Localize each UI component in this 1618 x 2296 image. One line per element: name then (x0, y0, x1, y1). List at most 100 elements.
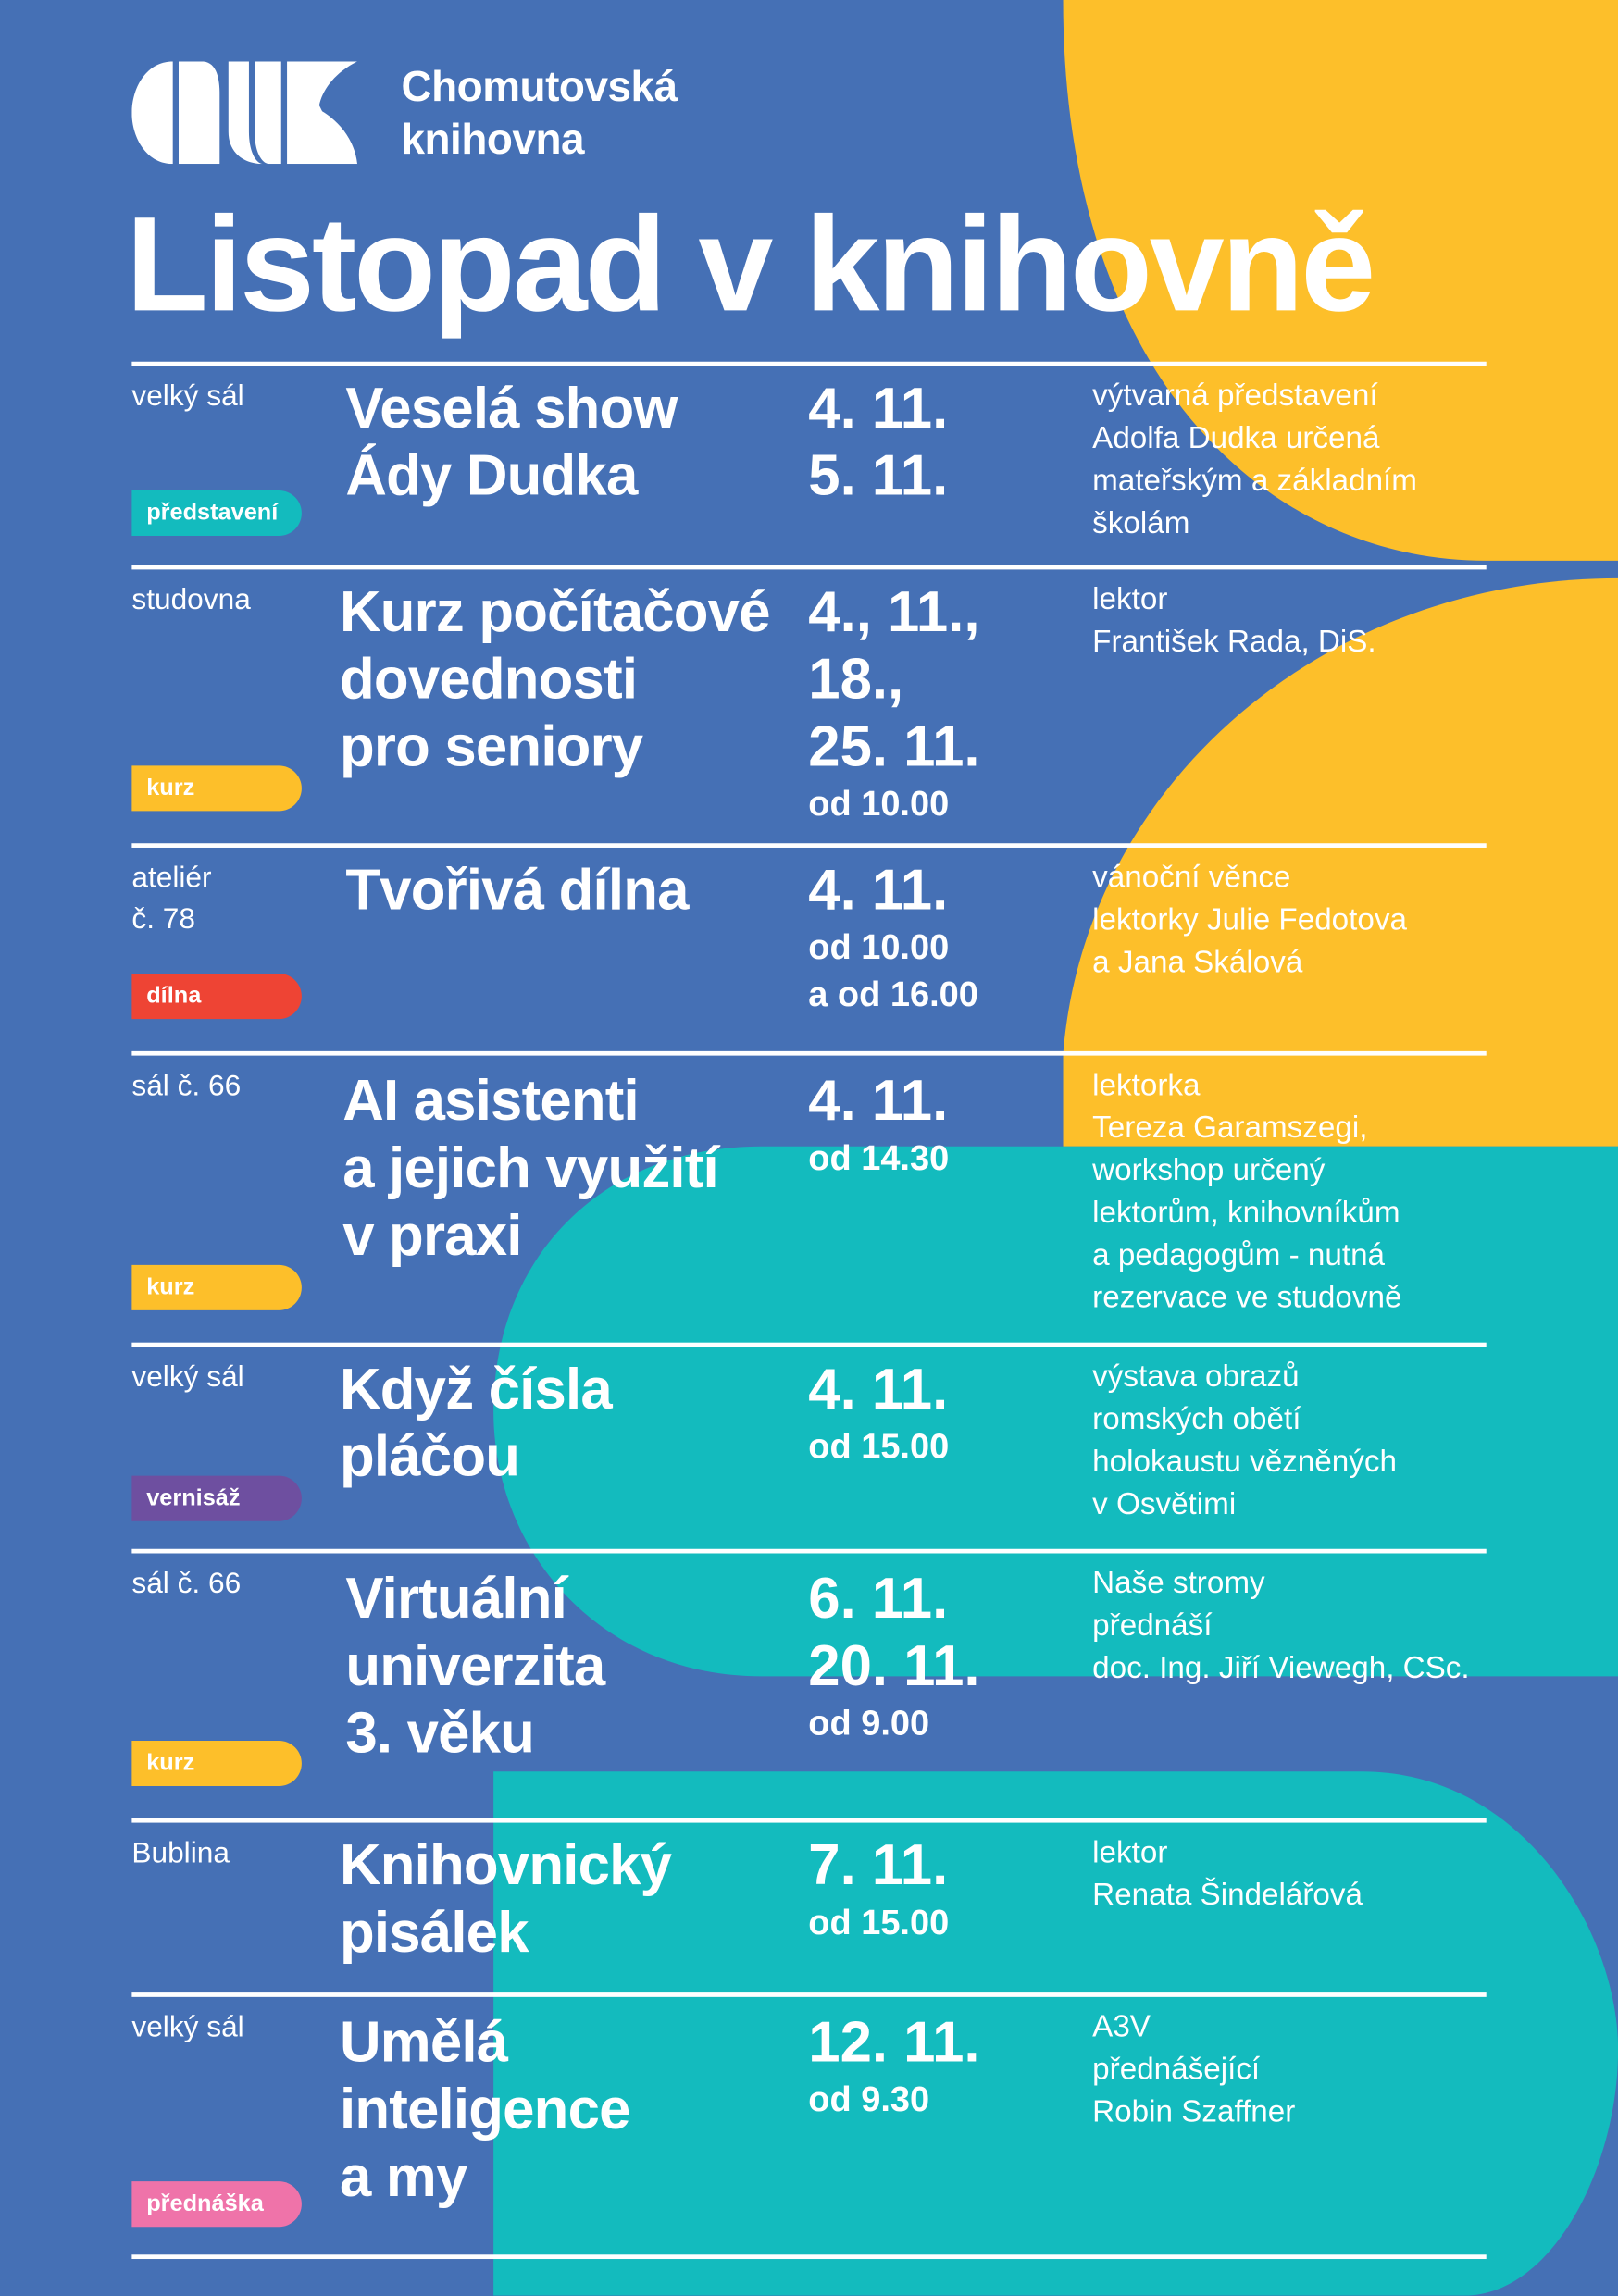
time-line: od 9.00 (808, 1704, 930, 1744)
location-line: sál č. 66 (131, 1568, 242, 1601)
location-line: sál č. 66 (131, 1070, 242, 1103)
description-line: lektorům, knihovníkům (1092, 1196, 1400, 1230)
title-line: Kurz počítačové (340, 581, 771, 645)
event-title: AI asistenti a jejich využití v praxi (342, 1069, 718, 1271)
event-date: 6. 11. 20. 11. od 9.00 (808, 1567, 979, 1748)
time-line: od 15.00 (808, 1427, 950, 1468)
event-title: Veselá show Ády Dudka (345, 377, 678, 512)
event-location: velký sál (131, 1358, 243, 1398)
page-title: Listopad v knihovně (126, 190, 1375, 341)
location-line: č. 78 (131, 903, 195, 936)
event-description: lektor František Rada, DiS. (1092, 578, 1376, 664)
title-line: Když čísla (340, 1359, 613, 1422)
description-line: František Rada, DiS. (1092, 625, 1376, 659)
divider (131, 565, 1487, 570)
event-type-badge: dílna (131, 974, 302, 1020)
divider (131, 1050, 1487, 1056)
title-line: Veselá show (345, 378, 678, 441)
time-line: od 9.30 (808, 2080, 930, 2120)
date-line: 20. 11. (808, 1635, 980, 1699)
event-type-badge: vernisáž (131, 1475, 302, 1521)
event-description: lektor Renata Šindelářová (1092, 1831, 1363, 1917)
event-location: velký sál (131, 2007, 243, 2048)
time-line: od 10.00 (808, 927, 950, 968)
date-line: 4. 11. (808, 859, 949, 923)
description-line: doc. Ing. Jiří Viewegh, CSc. (1092, 1651, 1470, 1685)
event-date: 12. 11. od 9.30 (808, 2010, 979, 2124)
date-line: 5. 11. (808, 444, 949, 508)
event-location: Bublina (131, 1833, 230, 1874)
event-description: vánoční věnce lektorky Julie Fedotova a Ja… (1092, 856, 1407, 984)
location-line: Bublina (131, 1837, 230, 1870)
library-logo (131, 61, 358, 165)
date-line: 7. 11. (808, 1834, 949, 1898)
description-line: v Osvětimi (1092, 1487, 1237, 1521)
title-line: a jejich využití (342, 1137, 718, 1201)
description-line: holokaustu vězněných (1092, 1445, 1397, 1479)
description-line: Adolfa Dudka určená (1092, 421, 1380, 456)
divider (131, 1342, 1487, 1347)
date-line: 4., 11., (808, 581, 980, 645)
description-line: mateřským a základním (1092, 464, 1417, 498)
event-title: Kurz počítačové dovednosti pro seniory (340, 579, 771, 781)
description-line: výtvarná představení (1092, 379, 1378, 414)
event-description: výstava obrazů romských obětí holokaustu v… (1092, 1356, 1397, 1526)
description-line: Naše stromy (1092, 1566, 1265, 1601)
event-location: studovna (131, 579, 250, 620)
teal-shape (493, 1146, 1618, 2296)
event-date: 4. 11. od 14.30 (808, 1069, 949, 1183)
event-title: Když čísla pláčou (340, 1358, 613, 1493)
divider (131, 361, 1487, 366)
event-description: A3V přednášející Robin Szaffner (1092, 2005, 1295, 2133)
event-title: Virtuální univerzita 3. věku (345, 1567, 605, 1769)
title-line: inteligence (340, 2079, 630, 2142)
event-type-badge: přednáška (131, 2181, 302, 2228)
time-line: od 15.00 (808, 1903, 950, 1943)
date-line: 18., (808, 648, 904, 712)
event-date: 4. 11. od 15.00 (808, 1358, 949, 1471)
divider (131, 1548, 1487, 1554)
title-line: dovednosti (340, 648, 638, 712)
description-line: lektor (1092, 1835, 1168, 1870)
event-location: velký sál (131, 377, 243, 417)
title-line: AI asistenti (342, 1070, 639, 1134)
date-line: 4. 11. (808, 378, 949, 441)
description-line: rezervace ve studovně (1092, 1281, 1402, 1315)
description-line: školám (1092, 506, 1190, 540)
title-line: Umělá (340, 2011, 508, 2075)
description-line: vánoční věnce (1092, 861, 1291, 895)
title-line: Knihovnický (340, 1834, 672, 1898)
description-line: výstava obrazů (1092, 1359, 1300, 1395)
time-line: od 14.30 (808, 1138, 950, 1179)
event-date: 4., 11., 18., 25. 11. od 10.00 (808, 579, 979, 828)
location-line: velký sál (131, 380, 244, 414)
description-line: Renata Šindelářová (1092, 1878, 1363, 1913)
description-line: romských obětí (1092, 1402, 1301, 1436)
event-location: sál č. 66 (131, 1564, 241, 1605)
divider (131, 2254, 1487, 2260)
date-line: 4. 11. (808, 1359, 949, 1422)
title-line: a my (340, 2146, 467, 2210)
date-line: 25. 11. (808, 715, 980, 779)
library-name-line: knihovna (401, 117, 585, 165)
event-date: 4. 11. 5. 11. (808, 377, 948, 512)
event-date: 4. 11. od 10.00 a od 16.00 (808, 858, 978, 1019)
event-location: sál č. 66 (131, 1066, 241, 1107)
description-line: lektorka (1092, 1068, 1201, 1103)
event-description: lektorka Tereza Garamszegi, workshop určen… (1092, 1064, 1401, 1319)
description-line: přednáší (1092, 1608, 1213, 1644)
title-line: Tvořivá dílna (345, 859, 689, 923)
event-type-badge: kurz (131, 765, 302, 812)
event-title: Umělá inteligence a my (340, 2010, 630, 2212)
description-line: lektor (1092, 582, 1168, 617)
description-line: Robin Szaffner (1092, 2094, 1296, 2129)
time-line: a od 16.00 (808, 974, 978, 1015)
description-line: A3V (1092, 2010, 1151, 2044)
title-line: 3. věku (345, 1702, 535, 1766)
event-title: Knihovnický pisálek (340, 1833, 672, 1968)
location-line: velký sál (131, 1361, 244, 1395)
description-line: lektorky Julie Fedotova (1092, 903, 1407, 937)
event-type-badge: kurz (131, 1740, 302, 1787)
